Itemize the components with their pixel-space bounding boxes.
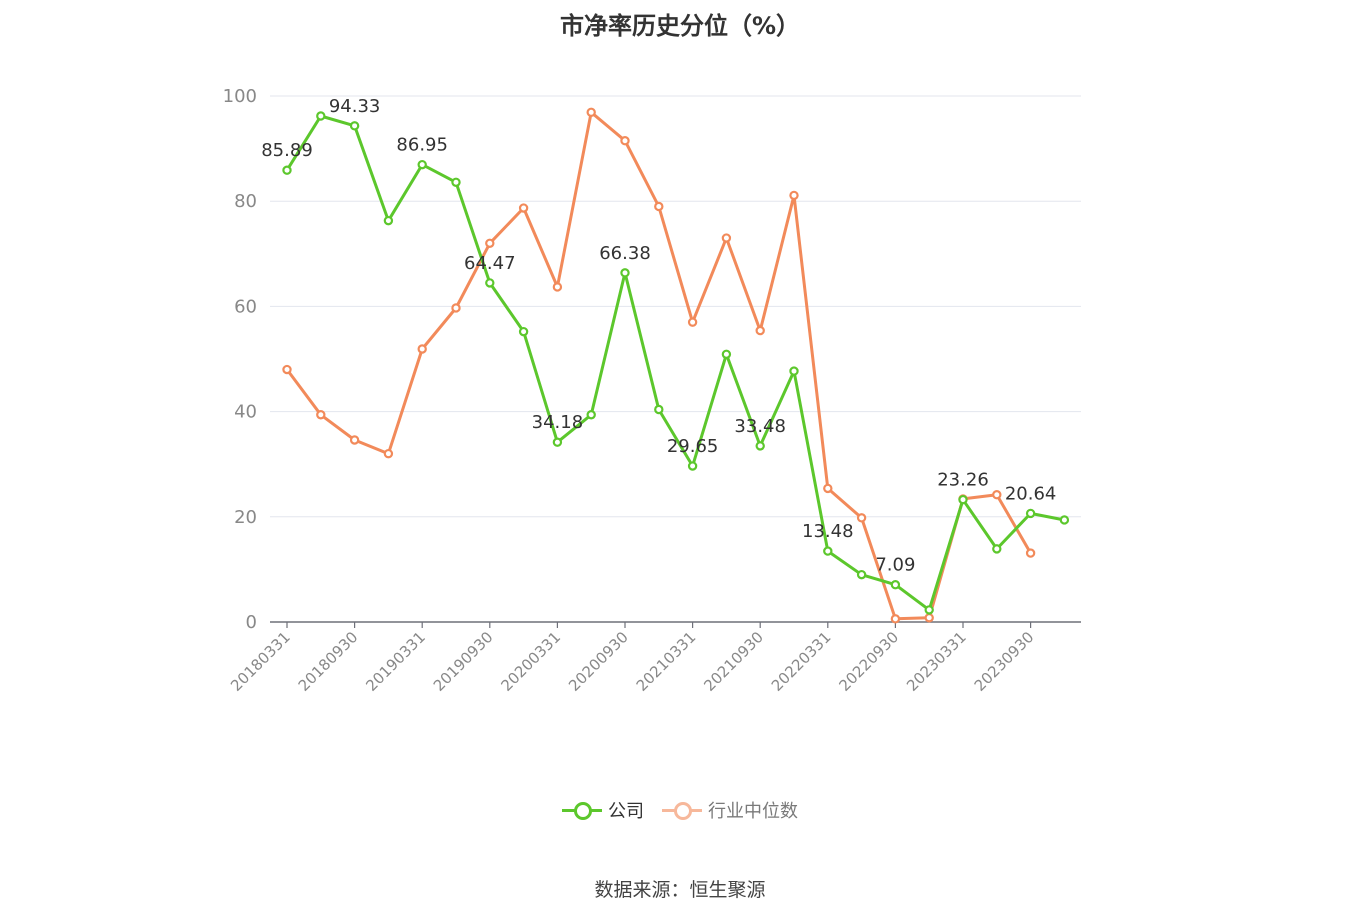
x-tick-label-20210331: 20210331 xyxy=(633,628,700,695)
series-line-industry-median xyxy=(285,110,1032,621)
series-line-company xyxy=(285,114,1065,612)
series-layer xyxy=(282,107,1070,624)
data-label-20180930: 94.33 xyxy=(329,96,381,117)
y-tick-label-40: 40 xyxy=(234,402,257,423)
data-label-20220331: 13.48 xyxy=(802,521,854,542)
data-point-company-20201231 xyxy=(654,404,664,415)
y-tick-label-0: 0 xyxy=(246,612,257,633)
data-point-company-20210630 xyxy=(721,349,732,359)
x-tick-label-20190930: 20190930 xyxy=(430,628,497,695)
data-point-company-20190331 xyxy=(417,159,427,170)
data-label-20200331: 34.18 xyxy=(532,412,584,433)
data-point-industry-20181231 xyxy=(383,448,394,459)
data-point-industry-20190331 xyxy=(417,344,427,354)
data-point-company-20220930 xyxy=(890,580,901,590)
data-point-company-20230930 xyxy=(1025,508,1036,519)
data-point-industry-20190630 xyxy=(451,303,461,313)
data-point-industry-20190930 xyxy=(485,238,495,248)
data-point-industry-20230630 xyxy=(992,490,1002,500)
data-label-20190930: 64.47 xyxy=(464,253,516,274)
chart-title: 市净率历史分位（%） xyxy=(559,12,801,40)
data-point-company-20180930 xyxy=(349,121,360,131)
data-point-company-20220630 xyxy=(856,569,867,580)
data-point-industry-20221231 xyxy=(924,613,934,623)
data-point-company-20191231 xyxy=(518,326,529,337)
data-point-industry-20200930 xyxy=(620,136,630,146)
y-tick-label-100: 100 xyxy=(223,86,257,107)
x-tick-label-20200930: 20200930 xyxy=(565,628,632,695)
data-point-company-20200331 xyxy=(552,437,563,447)
data-label-20210331: 29.65 xyxy=(667,436,719,457)
legend: 公司 行业中位数 xyxy=(0,797,1360,823)
data-point-industry-20180930 xyxy=(349,435,360,445)
data-point-industry-20211231 xyxy=(789,190,799,201)
data-point-company-20181231 xyxy=(383,215,394,226)
data-point-company-20220331 xyxy=(823,546,833,556)
data-label-20200930: 66.38 xyxy=(599,243,651,264)
x-tick-label-20230331: 20230331 xyxy=(903,628,970,695)
x-tick-label-20200331: 20200331 xyxy=(498,628,565,695)
data-point-company-20190930 xyxy=(485,278,495,288)
legend-item-company[interactable]: 公司 xyxy=(562,797,644,823)
data-point-company-20200630 xyxy=(586,410,596,420)
y-tick-label-20: 20 xyxy=(234,507,257,528)
data-point-industry-20201231 xyxy=(654,201,664,212)
grid-layer xyxy=(270,95,1081,518)
data-point-company-20230331 xyxy=(958,494,968,505)
data-point-company-20210930 xyxy=(755,441,765,451)
x-tick-label-20190331: 20190331 xyxy=(362,628,429,695)
data-point-industry-20200331 xyxy=(552,282,563,292)
data-point-industry-20220630 xyxy=(856,513,867,523)
data-source-note: 数据来源：恒生聚源 xyxy=(594,879,766,901)
data-label-20220930: 7.09 xyxy=(875,555,915,576)
data-point-company-20190630 xyxy=(451,177,461,187)
data-point-company-20230630 xyxy=(992,544,1002,554)
x-tick-label-20220930: 20220930 xyxy=(836,628,903,695)
legend-item-industry-median[interactable]: 行业中位数 xyxy=(662,797,798,823)
data-point-industry-20210630 xyxy=(721,233,732,243)
data-point-company-20221231 xyxy=(924,605,934,615)
data-point-industry-20180331 xyxy=(282,364,292,375)
data-label-20180331: 85.89 xyxy=(261,140,313,161)
data-point-company-20210331 xyxy=(687,461,698,471)
data-label-20210930: 33.48 xyxy=(734,416,786,437)
data-point-industry-20191231 xyxy=(518,203,529,213)
data-point-industry-20200630 xyxy=(586,107,596,118)
legend-company-marker-icon xyxy=(562,801,602,820)
data-point-company-20180630 xyxy=(316,111,326,121)
axis-layer: 0 20 40 60 80 100 20180331 20180930 20190331 2019… xyxy=(223,86,1081,695)
data-label-20230930: 20.64 xyxy=(1005,483,1057,504)
x-tick-label-20230930: 20230930 xyxy=(971,628,1038,695)
x-tick-label-20220331: 20220331 xyxy=(768,628,835,695)
x-tick-label-20180331: 20180331 xyxy=(227,628,294,695)
data-point-industry-20180630 xyxy=(316,410,326,420)
data-point-company-20200930 xyxy=(620,268,630,278)
data-point-industry-20220930 xyxy=(890,614,901,624)
data-label-20230331: 23.26 xyxy=(937,470,989,491)
legend-industry-label: 行业中位数 xyxy=(708,801,798,822)
y-tick-label-60: 60 xyxy=(234,296,257,317)
data-label-layer: 85.89 94.33 86.95 64.47 34.18 66.38 29.65 33.48… xyxy=(261,96,1056,576)
data-point-industry-20210930 xyxy=(755,325,765,336)
x-tick-label-20180930: 20180930 xyxy=(295,628,362,695)
data-point-industry-20210331 xyxy=(687,317,698,327)
legend-company-label: 公司 xyxy=(608,801,644,822)
legend-industry-marker-icon xyxy=(662,801,702,820)
data-point-company-20180331 xyxy=(282,165,292,175)
data-point-company-20231231 xyxy=(1059,515,1070,525)
y-tick-label-80: 80 xyxy=(234,191,257,212)
data-label-20190331: 86.95 xyxy=(396,135,448,156)
x-tick-label-20210930: 20210930 xyxy=(700,628,767,695)
data-point-industry-20230930 xyxy=(1025,548,1036,558)
data-point-industry-20220331 xyxy=(823,483,833,494)
data-point-company-20211231 xyxy=(789,366,799,376)
